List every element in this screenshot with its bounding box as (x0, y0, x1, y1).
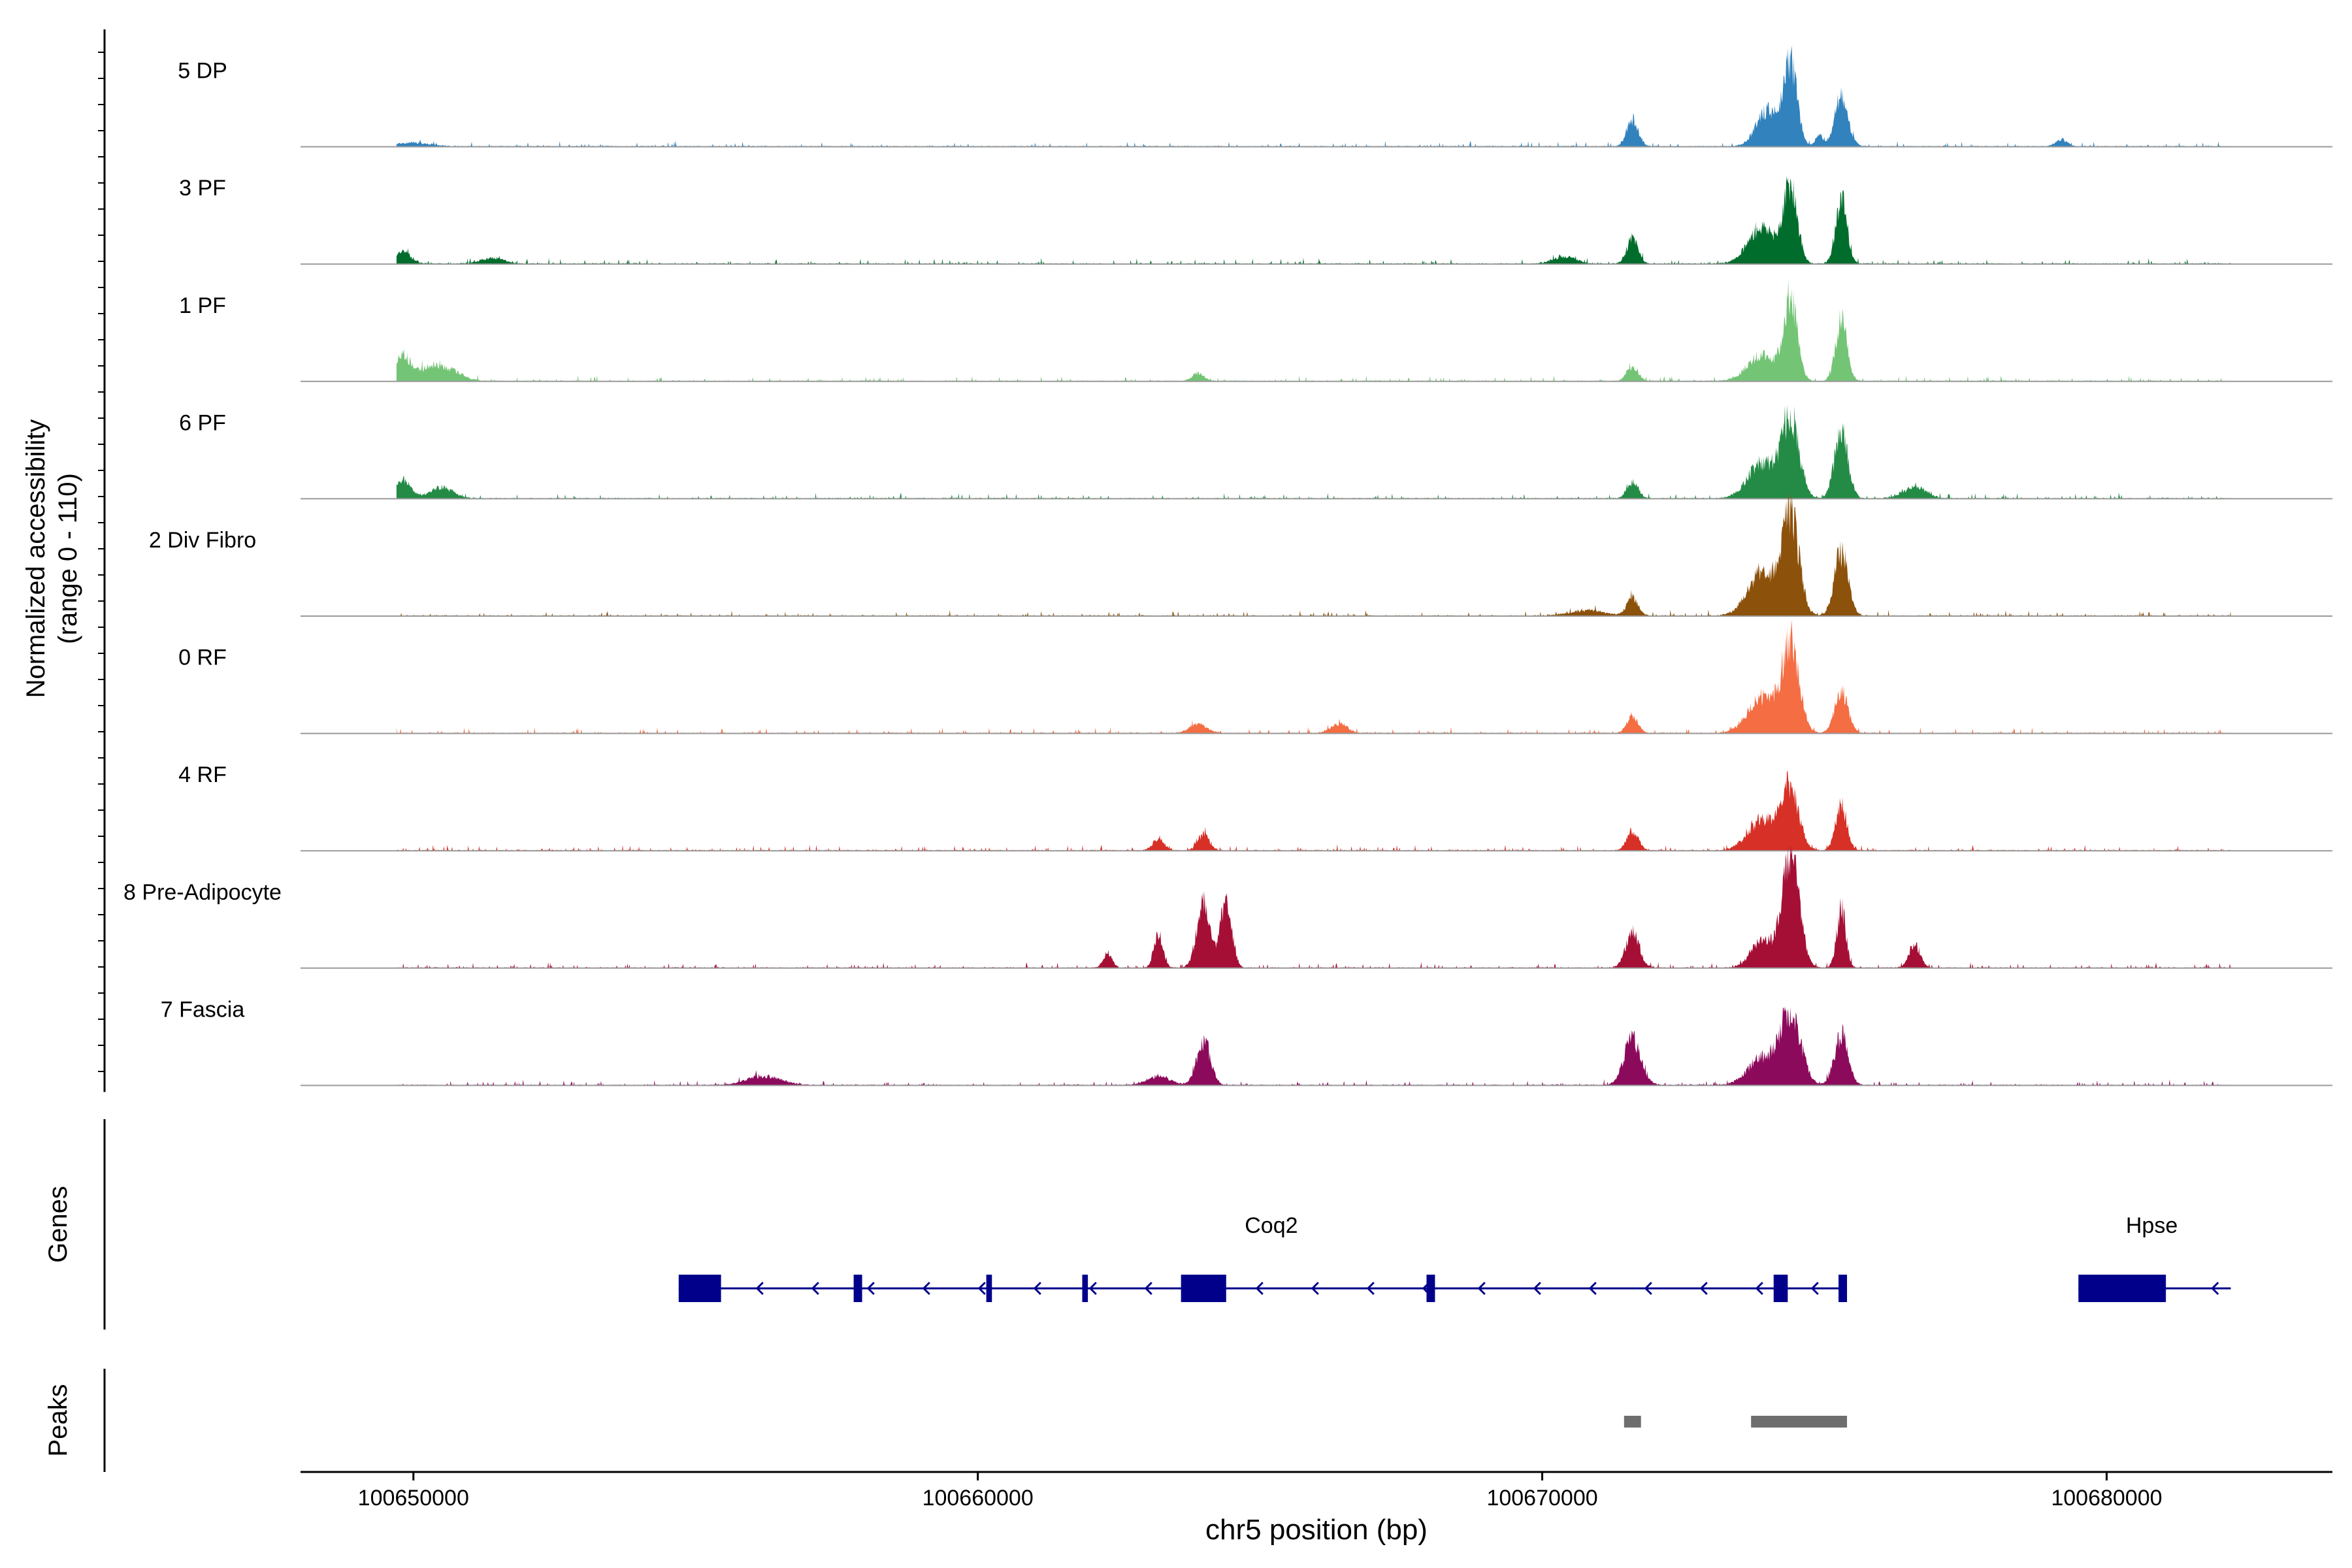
coverage-area (396, 771, 2231, 851)
strand-arrow (1755, 1281, 1763, 1296)
gene-coq2: Coq2 (678, 1213, 1848, 1302)
peaks-panel-title: Peaks (44, 1384, 73, 1456)
coverage-area (396, 175, 2231, 265)
track-label: 4 RF (178, 762, 227, 787)
strand-arrow (2211, 1281, 2219, 1296)
track-6: 0 RF (178, 619, 2332, 734)
exon (986, 1275, 992, 1302)
exon (1838, 1275, 1848, 1302)
track-5: 2 Div Fibro (149, 493, 2332, 617)
track-label: 7 Fascia (161, 997, 245, 1022)
y-axis-title: Normalized accessibility (22, 419, 50, 698)
strand-arrow (1810, 1281, 1819, 1296)
exon (1181, 1275, 1226, 1302)
track-label: 8 Pre-Adipocyte (123, 880, 282, 905)
strand-arrow (922, 1281, 930, 1296)
x-tick-label: 100680000 (2051, 1486, 2162, 1511)
track-label: 2 Div Fibro (149, 528, 256, 553)
genes-panel-title: Genes (44, 1186, 73, 1263)
track-8: 8 Pre-Adipocyte (123, 845, 2332, 969)
coverage-area (396, 619, 2231, 734)
x-axis-title: chr5 position (bp) (1205, 1514, 1428, 1546)
strand-arrow (1366, 1281, 1375, 1296)
peak-region (1624, 1416, 1641, 1428)
coverage-area (396, 45, 2231, 147)
coverage-tracks: 5 DP 3 PF 1 PF 6 PF 2 Div Fibro 0 RF 4 RF 8 Pre… (123, 45, 2332, 1086)
strand-arrow (1311, 1281, 1319, 1296)
strand-arrow (1533, 1281, 1541, 1296)
strand-arrow (1088, 1281, 1097, 1296)
strand-arrow (1255, 1281, 1264, 1296)
exon (1426, 1275, 1435, 1302)
exon (853, 1275, 862, 1302)
track-1: 5 DP (178, 45, 2332, 148)
track-3: 1 PF (179, 280, 2332, 382)
coverage-left-axis (98, 29, 106, 1092)
strand-arrow (1644, 1281, 1652, 1296)
genes-panel: Coq2 Hpse (678, 1213, 2231, 1302)
track-7: 4 RF (178, 762, 2332, 852)
exon (2078, 1275, 2166, 1302)
strand-arrow (1588, 1281, 1597, 1296)
exon (678, 1275, 721, 1302)
track-label: 5 DP (178, 59, 227, 84)
track-label: 3 PF (179, 176, 226, 201)
coverage-area (396, 404, 2231, 499)
strand-arrow (1144, 1281, 1152, 1296)
track-9: 7 Fascia (161, 997, 2332, 1086)
x-axis-ticks: 100650000 100660000 100670000 100680000 (358, 1472, 2163, 1511)
exon (1082, 1275, 1088, 1302)
strand-arrow (811, 1281, 819, 1296)
gene-label: Hpse (2126, 1213, 2178, 1238)
track-4: 6 PF (179, 404, 2332, 500)
track-label: 6 PF (179, 410, 226, 435)
strand-arrow (1699, 1281, 1708, 1296)
strand-arrow (755, 1281, 764, 1296)
gene-hpse: Hpse (2078, 1213, 2231, 1302)
gene-label: Coq2 (1245, 1213, 1298, 1238)
peak-region (1751, 1416, 1848, 1428)
coverage-area (396, 493, 2231, 616)
track-label: 1 PF (179, 293, 226, 318)
coverage-area (396, 1006, 2231, 1086)
strand-arrow (977, 1281, 986, 1296)
y-axis-range: (range 0 - 110) (54, 473, 82, 644)
track-2: 3 PF (179, 175, 2332, 265)
coverage-area (396, 280, 2231, 382)
coverage-area (396, 845, 2231, 968)
strand-arrow (1033, 1281, 1041, 1296)
x-tick-label: 100660000 (923, 1486, 1034, 1511)
strand-arrow (1477, 1281, 1486, 1296)
x-tick-label: 100670000 (1486, 1486, 1597, 1511)
strand-arrow (866, 1281, 875, 1296)
x-tick-label: 100650000 (358, 1486, 469, 1511)
track-label: 0 RF (178, 645, 227, 670)
peaks-panel (1624, 1416, 1848, 1428)
exon (1773, 1275, 1788, 1302)
